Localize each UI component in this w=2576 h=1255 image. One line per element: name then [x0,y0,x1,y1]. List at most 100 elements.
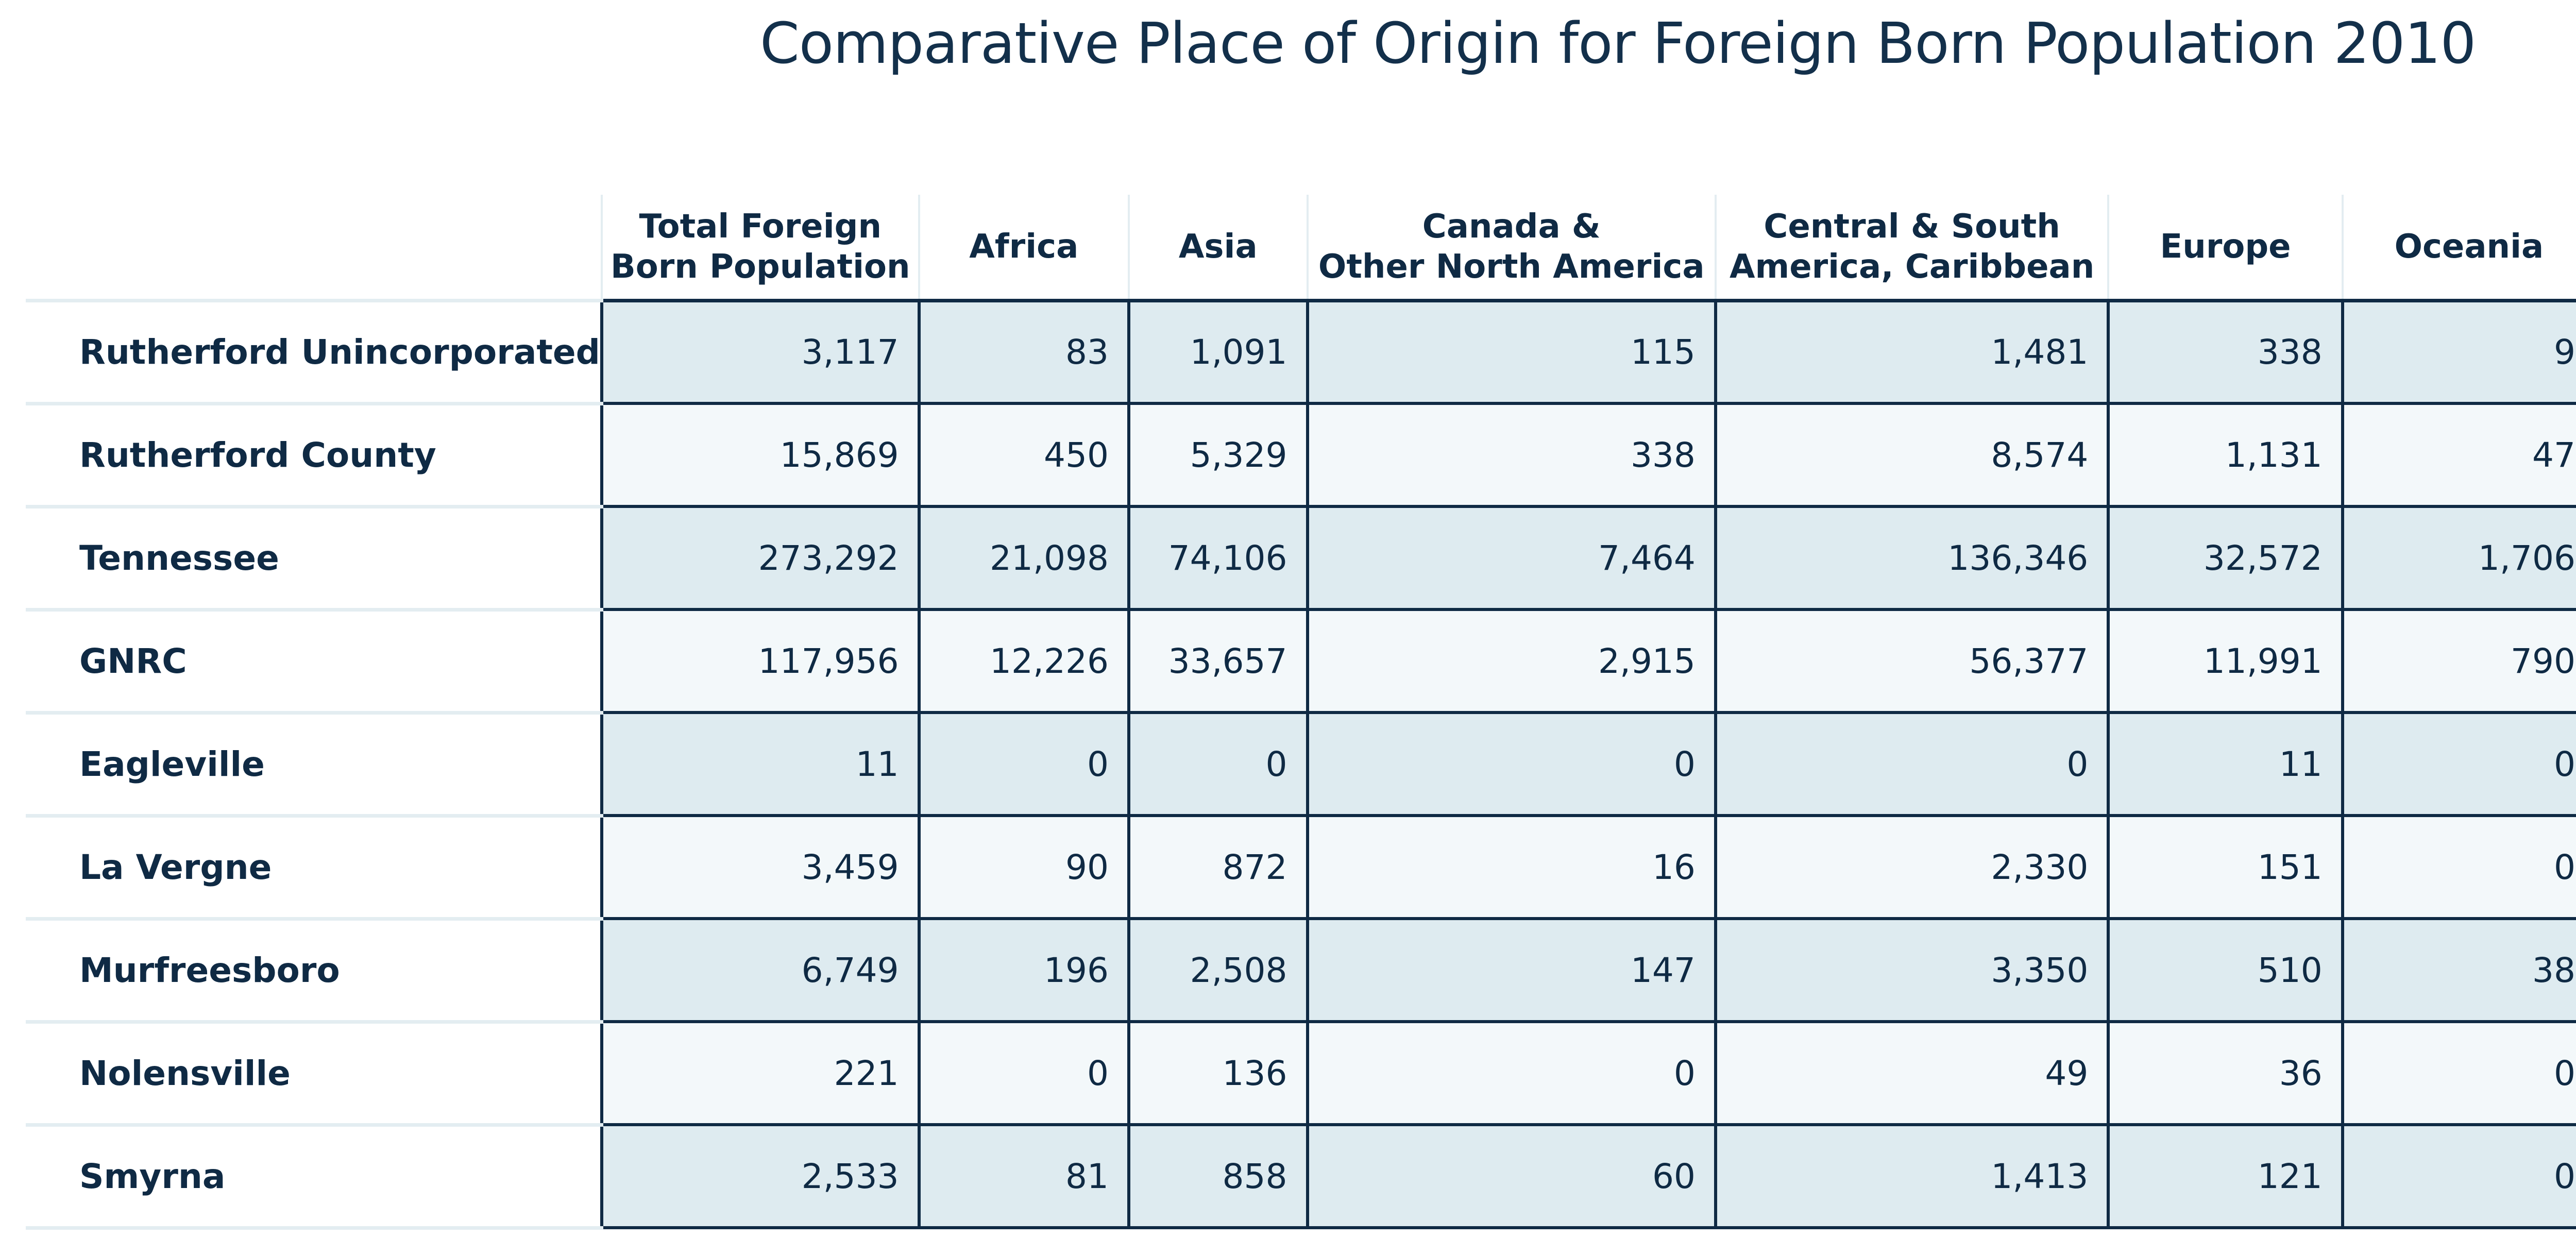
table-cell: 33,657 [1127,608,1309,714]
header-line: Born Population [610,247,910,286]
corner-cell [26,195,602,302]
table-cell: 0 [1127,711,1309,817]
table-cell: 32,572 [2107,505,2344,611]
table-cell: 81 [917,1123,1130,1229]
table-cell: 11 [600,711,921,817]
table-cell: 38 [2341,917,2576,1023]
table-row: Rutherford Unincorporated 3,117 83 1,091 115… [26,299,2576,405]
table-cell: 136 [1127,1020,1309,1126]
header-line: Canada & [1422,207,1601,246]
table-cell: 196 [917,917,1130,1023]
column-header-canada: Canada & Other North America [1306,195,1717,302]
table-cell: 0 [1306,711,1717,817]
table-cell: 21,098 [917,505,1130,611]
row-label: Murfreesboro [26,919,602,1024]
header-line: Asia [1178,227,1258,266]
table-cell: 338 [2107,299,2344,405]
table-cell: 5,329 [1127,402,1309,508]
table-cell: 15,869 [600,402,921,508]
table-row: Eagleville 11 0 0 0 0 11 0 [26,711,2576,818]
table-cell: 0 [2341,814,2576,920]
table-cell: 47 [2341,402,2576,508]
table-cell: 858 [1127,1123,1309,1229]
table-cell: 115 [1306,299,1717,405]
table-row: La Vergne 3,459 90 872 16 2,330 151 0 [26,814,2576,921]
table-cell: 0 [1714,711,2110,817]
row-label: GNRC [26,609,602,715]
table-cell: 2,533 [600,1123,921,1229]
table-cell: 90 [917,814,1130,920]
table-cell: 60 [1306,1123,1717,1229]
origin-table: Total Foreign Born Population Africa Asia… [26,195,2576,1230]
page-title: Comparative Place of Origin for Foreign … [760,10,2476,76]
column-header-total: Total Foreign Born Population [600,195,920,302]
table-cell: 136,346 [1714,505,2110,611]
table-row: GNRC 117,956 12,226 33,657 2,915 56,377 11,991… [26,608,2576,715]
table-cell: 11,991 [2107,608,2344,714]
table-cell: 16 [1306,814,1717,920]
row-label: Rutherford Unincorporated [26,300,602,405]
table-row: Nolensville 221 0 136 0 49 36 0 [26,1020,2576,1127]
table-cell: 0 [2341,1020,2576,1126]
table-cell: 790 [2341,608,2576,714]
table-cell: 151 [2107,814,2344,920]
table-cell: 117,956 [600,608,921,714]
table-cell: 12,226 [917,608,1130,714]
table-cell: 1,131 [2107,402,2344,508]
table-cell: 221 [600,1020,921,1126]
table-cell: 0 [917,711,1130,817]
table-cell: 36 [2107,1020,2344,1126]
table-cell: 11 [2107,711,2344,817]
row-label: Tennessee [26,506,602,612]
table-cell: 2,330 [1714,814,2110,920]
header-line: Total Foreign [639,207,882,246]
table-cell: 2,508 [1127,917,1309,1023]
table-row: Rutherford County 15,869 450 5,329 338 8,574 1… [26,402,2576,508]
table-cell: 0 [1306,1020,1717,1126]
table-cell: 872 [1127,814,1309,920]
table-cell: 450 [917,402,1130,508]
table-cell: 3,117 [600,299,921,405]
table-cell: 7,464 [1306,505,1717,611]
table-cell: 121 [2107,1123,2344,1229]
table-body: Rutherford Unincorporated 3,117 83 1,091 115… [26,299,2576,1230]
column-header-africa: Africa [918,195,1130,302]
table-cell: 338 [1306,402,1717,508]
table-row: Smyrna 2,533 81 858 60 1,413 121 0 [26,1123,2576,1230]
table-cell: 273,292 [600,505,921,611]
table-cell: 74,106 [1127,505,1309,611]
table-cell: 9 [2341,299,2576,405]
table-cell: 3,459 [600,814,921,920]
table-cell: 6,749 [600,917,921,1023]
table-cell: 1,706 [2341,505,2576,611]
table-cell: 510 [2107,917,2344,1023]
header-line: Central & South [1764,207,2060,246]
table-cell: 83 [917,299,1130,405]
header-line: America, Caribbean [1729,247,2095,286]
table-cell: 49 [1714,1020,2110,1126]
row-label: Eagleville [26,713,602,818]
header-row: Total Foreign Born Population Africa Asia… [26,195,2576,302]
row-label: Nolensville [26,1022,602,1127]
row-label: Rutherford County [26,403,602,508]
table-cell: 1,481 [1714,299,2110,405]
header-line: Europe [2160,227,2291,266]
column-header-central-south-america: Central & South America, Caribbean [1714,195,2110,302]
table-row: Tennessee 273,292 21,098 74,106 7,464 136,346… [26,505,2576,612]
table-cell: 1,091 [1127,299,1309,405]
row-label: Smyrna [26,1125,602,1230]
table-cell: 1,413 [1714,1123,2110,1229]
header-line: Africa [969,227,1079,266]
column-header-europe: Europe [2107,195,2344,302]
header-line: Oceania [2394,227,2544,266]
table-cell: 56,377 [1714,608,2110,714]
column-header-asia: Asia [1127,195,1309,302]
column-header-oceania: Oceania [2341,195,2576,302]
table-row: Murfreesboro 6,749 196 2,508 147 3,350 510 38 [26,917,2576,1024]
table-cell: 147 [1306,917,1717,1023]
row-label: La Vergne [26,816,602,921]
table-cell: 2,915 [1306,608,1717,714]
table-cell: 0 [2341,1123,2576,1229]
table-cell: 0 [917,1020,1130,1126]
table-cell: 3,350 [1714,917,2110,1023]
